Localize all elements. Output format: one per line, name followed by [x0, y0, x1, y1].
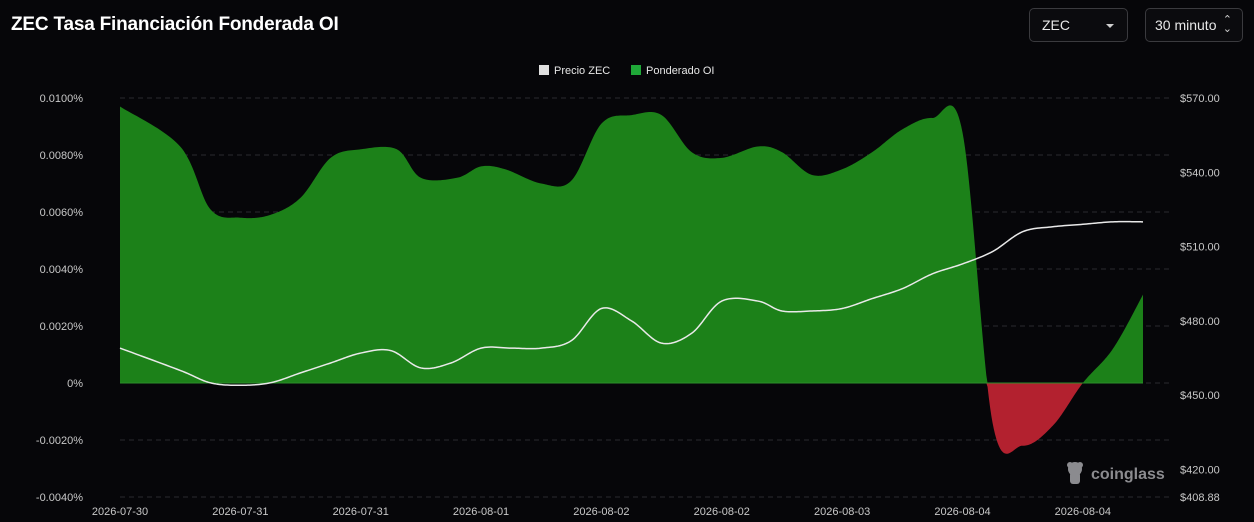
x-tick-label: 2026-08-03	[814, 506, 870, 518]
y-right-tick-label: $408.88	[1180, 492, 1220, 504]
x-tick-label: 2026-08-02	[694, 506, 750, 518]
x-axis: 2026-07-30 2026-07-31 2026-07-31 2026-08-01…	[92, 506, 1111, 518]
watermark-text: coinglass	[1091, 466, 1165, 483]
y-left-tick-label: -0.0040%	[36, 492, 83, 504]
price-line-series	[119, 220, 1143, 387]
y-right-tick-label: $540.00	[1180, 167, 1220, 179]
y-left-tick-label: 0.0080%	[40, 150, 84, 162]
y-left-tick-label: 0.0040%	[40, 264, 84, 276]
up-down-chevron-icon: ⌃ ⌄	[1222, 14, 1232, 35]
y-left-tick-label: -0.0020%	[36, 435, 83, 447]
y-right-tick-label: $510.00	[1180, 242, 1220, 254]
legend-item[interactable]: Ponderado OI	[631, 65, 715, 77]
caret-down-icon	[1106, 24, 1114, 28]
page-title: ZEC Tasa Financiación Fonderada OI	[11, 14, 339, 35]
legend-item[interactable]: Precio ZEC	[539, 65, 610, 77]
coinglass-logo-icon	[1067, 462, 1083, 484]
y-left-tick-label: 0.0020%	[40, 321, 84, 333]
symbol-select[interactable]: ZEC	[1029, 8, 1128, 42]
y-axis-right: $570.00 $540.00 $510.00 $480.00 $450.00 $420.…	[1180, 93, 1220, 504]
coinglass-watermark: coinglass	[1067, 462, 1165, 484]
chart-legend[interactable]: Precio ZEC Ponderado OI	[539, 65, 715, 77]
x-tick-label: 2026-07-30	[92, 506, 148, 518]
x-tick-label: 2026-08-02	[573, 506, 629, 518]
y-left-tick-label: 0.0060%	[40, 207, 84, 219]
legend-swatch	[631, 65, 641, 75]
y-right-tick-label: $450.00	[1180, 390, 1220, 402]
x-tick-label: 2026-08-04	[934, 506, 990, 518]
y-right-tick-label: $480.00	[1180, 316, 1220, 328]
x-tick-label: 2026-08-01	[453, 506, 509, 518]
x-tick-label: 2026-08-04	[1055, 506, 1111, 518]
legend-swatch	[539, 65, 549, 75]
y-left-tick-label: 0.0100%	[40, 93, 84, 105]
funding-positive-area	[120, 105, 1143, 384]
symbol-select-value: ZEC	[1042, 17, 1070, 33]
interval-select-value: 30 minuto	[1155, 17, 1217, 33]
y-left-tick-label: 0%	[67, 378, 83, 390]
funding-area-series	[120, 105, 1143, 454]
legend-label: Precio ZEC	[554, 65, 610, 77]
y-right-tick-label: $420.00	[1180, 464, 1220, 476]
y-right-tick-label: $570.00	[1180, 93, 1220, 105]
y-axis-left: 0.0100% 0.0080% 0.0060% 0.0040% 0.0020% 0% -0.…	[36, 93, 83, 504]
x-tick-label: 2026-07-31	[333, 506, 389, 518]
x-tick-label: 2026-07-31	[212, 506, 268, 518]
funding-negative-area	[986, 383, 1085, 454]
legend-label: Ponderado OI	[646, 65, 715, 77]
interval-select[interactable]: 30 minuto ⌃ ⌄	[1145, 8, 1243, 42]
price-line	[119, 220, 1143, 387]
